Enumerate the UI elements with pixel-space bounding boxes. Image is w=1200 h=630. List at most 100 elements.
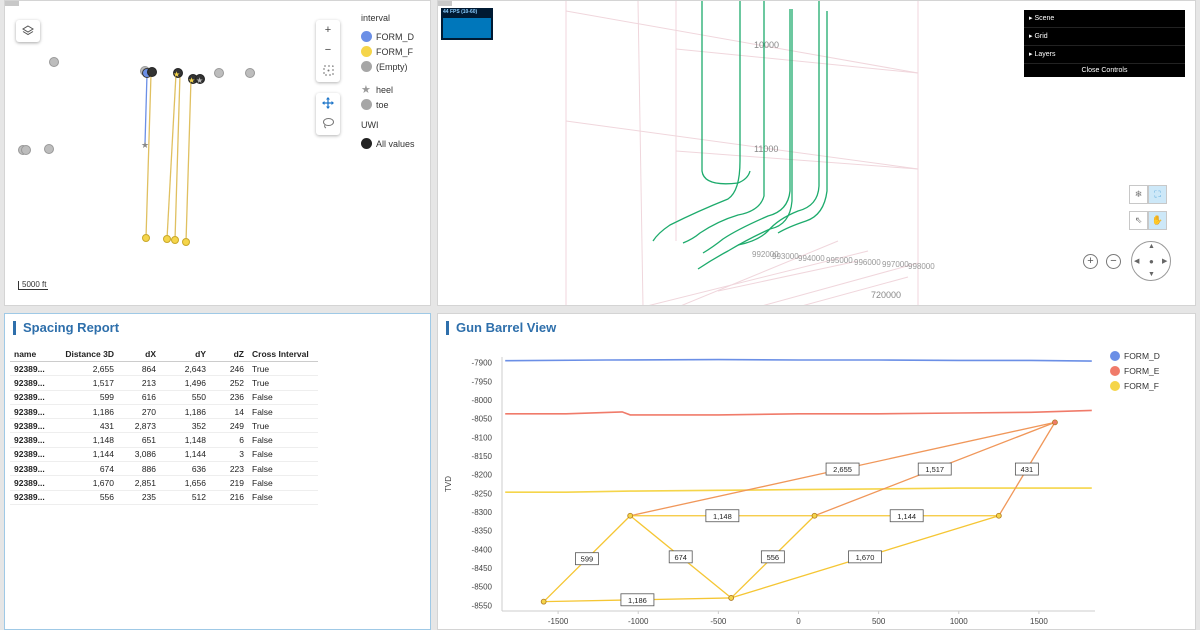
y-tick-label: -8550 xyxy=(472,601,493,610)
panel-accent xyxy=(5,1,19,6)
zoom-extent-button[interactable] xyxy=(316,60,340,80)
column-header[interactable]: Distance 3D xyxy=(56,347,118,362)
table-cell: 556 xyxy=(56,490,118,505)
pan-mode-button[interactable]: ✋ xyxy=(1148,211,1167,230)
legend-label[interactable]: FORM_F xyxy=(1124,381,1159,391)
map-well[interactable] xyxy=(49,57,59,67)
toe-marker[interactable] xyxy=(163,235,171,243)
toe-marker[interactable] xyxy=(142,234,150,242)
legend-item-form-d[interactable]: FORM_D xyxy=(361,29,415,44)
close-controls-button[interactable]: Close Controls xyxy=(1081,67,1128,74)
legend-label: heel xyxy=(376,84,394,95)
legend-item-heel[interactable]: ★ heel xyxy=(361,82,415,97)
table-row[interactable]: 92389... 674 886 636 223 False xyxy=(10,461,318,477)
legend-label[interactable]: FORM_E xyxy=(1124,366,1160,376)
column-header[interactable]: dX xyxy=(118,347,160,362)
map-canvas[interactable]: ★ ★ ★ ★ xyxy=(5,1,431,306)
layers-button[interactable] xyxy=(16,20,40,42)
map-well[interactable] xyxy=(245,68,255,78)
controls-item-grid[interactable]: ▸ Grid xyxy=(1024,28,1185,46)
heel-star-icon[interactable]: ★ xyxy=(141,140,149,150)
table-row[interactable]: 92389... 1,144 3,086 1,144 3 False xyxy=(10,447,318,463)
view-mode-group: ❄ ⛶ xyxy=(1129,184,1167,204)
well-point[interactable] xyxy=(995,512,1002,519)
distance-label-box xyxy=(917,462,952,476)
column-header[interactable]: dY xyxy=(160,347,210,362)
table-row[interactable]: 92389... 1,517 213 1,496 252 True xyxy=(10,375,318,391)
column-header[interactable]: name xyxy=(10,347,56,362)
table-cell: 864 xyxy=(118,361,160,377)
wellbore xyxy=(737,1,820,246)
map-zoom-toolbar: + − xyxy=(316,20,340,82)
table-cell: 352 xyxy=(160,418,210,434)
zoom-in-button[interactable]: + xyxy=(324,24,332,36)
column-header[interactable]: dZ xyxy=(210,347,248,362)
controls-item-layers[interactable]: ▸ Layers xyxy=(1024,46,1185,64)
table-cell: 512 xyxy=(160,490,210,505)
y-tick-label: -8200 xyxy=(472,471,493,480)
toe-marker[interactable] xyxy=(182,238,190,246)
map-well[interactable] xyxy=(214,68,224,78)
table-cell: 235 xyxy=(118,490,160,505)
navigation-ring[interactable]: ▲ ▼ ◀ ▶ ● xyxy=(1131,241,1171,281)
legend-label[interactable]: FORM_D xyxy=(1124,351,1160,361)
scene-canvas[interactable]: 10000 11000 720000 992000 993000 994000 … xyxy=(438,1,1196,306)
table-row[interactable]: 92389... 2,655 864 2,643 246 True xyxy=(10,361,318,377)
orbit-mode-button[interactable]: ❄ xyxy=(1129,185,1148,204)
lasso-tool-button[interactable] xyxy=(316,113,340,133)
well-lateral xyxy=(145,73,152,239)
swatch-icon xyxy=(361,46,372,57)
table-cell: 92389... xyxy=(10,447,56,463)
well-point[interactable] xyxy=(811,512,818,519)
swatch-icon xyxy=(361,61,372,72)
table-cell: 223 xyxy=(210,461,248,477)
well-point[interactable] xyxy=(728,595,735,601)
heel-star-icon: ★ xyxy=(173,70,180,79)
arrow-down-icon[interactable]: ▼ xyxy=(1148,271,1155,278)
table-row[interactable]: 92389... 431 2,873 352 249 True xyxy=(10,418,318,434)
controls-item-scene[interactable]: ▸ Scene xyxy=(1024,10,1185,28)
table-cell: 6 xyxy=(210,432,248,448)
select-mode-button[interactable]: ⇖ xyxy=(1129,211,1148,230)
gun-barrel-chart[interactable]: -7900 -7950 -8000 -8050 -8100 -8150 -8200 -8250… xyxy=(438,314,1196,630)
heel-marker[interactable] xyxy=(147,67,157,77)
heel-marker[interactable] xyxy=(173,68,183,78)
table-row[interactable]: 92389... 1,670 2,851 1,656 219 False xyxy=(10,475,318,491)
column-header[interactable]: Cross Interval xyxy=(248,347,318,362)
pan-tool-button[interactable] xyxy=(316,93,340,113)
scene-zoom-in-button[interactable]: + xyxy=(1083,254,1098,269)
well-point[interactable] xyxy=(540,598,547,605)
zoom-out-button[interactable]: − xyxy=(324,44,332,56)
map-well[interactable] xyxy=(44,144,54,154)
table-row[interactable]: 92389... 1,148 651 1,148 6 False xyxy=(10,432,318,448)
scene-grid xyxy=(565,1,919,305)
table-row[interactable]: 92389... 556 235 512 216 False xyxy=(10,490,318,505)
legend-item-form-f[interactable]: FORM_F xyxy=(361,44,415,59)
table-row[interactable]: 92389... 1,186 270 1,186 14 False xyxy=(10,404,318,420)
center-dot-icon[interactable]: ● xyxy=(1149,257,1154,266)
y-tick-label: -8150 xyxy=(472,452,493,461)
arrow-right-icon[interactable]: ▶ xyxy=(1162,258,1168,265)
toe-marker[interactable] xyxy=(171,236,179,244)
well-lateral xyxy=(174,73,181,241)
legend-item-toe[interactable]: toe xyxy=(361,97,415,112)
arrow-up-icon[interactable]: ▲ xyxy=(1148,243,1155,250)
legend-item-empty[interactable]: (Empty) xyxy=(361,59,415,74)
well-point[interactable] xyxy=(1052,419,1058,426)
controls-item-label: Grid xyxy=(1034,33,1048,40)
table-row[interactable]: 92389... 599 616 550 236 False xyxy=(10,390,318,405)
legend-label: (Empty) xyxy=(376,61,408,72)
swatch-icon xyxy=(361,138,372,149)
arrow-left-icon[interactable]: ◀ xyxy=(1134,258,1140,265)
scene-zoom-out-button[interactable]: − xyxy=(1106,254,1121,269)
table-cell: 2,643 xyxy=(160,361,210,377)
fullscreen-button[interactable]: ⛶ xyxy=(1148,185,1167,204)
legend-item-all-values[interactable]: All values xyxy=(361,136,415,151)
pointer-icon: ⇖ xyxy=(1134,215,1143,225)
panel-title: Gun Barrel View xyxy=(446,321,556,335)
heel-marker[interactable] xyxy=(195,74,205,84)
table-cell: True xyxy=(248,361,318,377)
well-point[interactable] xyxy=(627,512,634,519)
legend-label: FORM_F xyxy=(376,46,413,57)
map-well[interactable] xyxy=(21,145,31,155)
